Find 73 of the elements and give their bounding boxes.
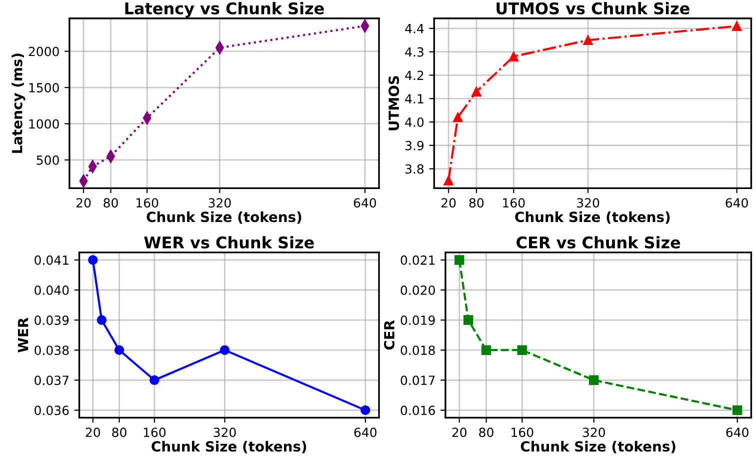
x-tick-label: 160 <box>136 198 158 208</box>
y-tick-label: 4.2 <box>405 70 424 80</box>
y-tick-label: 4.4 <box>405 24 424 34</box>
x-axis-title: Chunk Size (tokens) <box>152 440 306 454</box>
point <box>360 405 370 416</box>
y-tick-label: 0.040 <box>34 285 69 295</box>
y-tick-label: 1500 <box>29 82 59 92</box>
x-tick-label: 320 <box>582 428 605 438</box>
x-tick-label: 20 <box>442 198 456 208</box>
point <box>472 86 482 96</box>
x-tick-label: 640 <box>726 198 748 208</box>
y-tick-label: 0.021 <box>400 255 435 265</box>
y-axis-title: CER <box>384 320 394 350</box>
point <box>88 255 98 265</box>
x-tick-label: 160 <box>144 428 166 438</box>
y-tick-label: 0.037 <box>34 376 68 386</box>
x-tick-label: 640 <box>354 198 376 208</box>
chart-title: Latency vs Chunk Size <box>125 2 324 18</box>
x-tick-label: 80 <box>112 428 126 438</box>
point <box>452 112 463 122</box>
y-axis-title: UTMOS <box>388 76 400 130</box>
point <box>732 405 742 416</box>
x-tick-label: 80 <box>469 198 484 208</box>
x-axis-title: Chunk Size (tokens) <box>515 211 670 224</box>
point <box>220 345 230 355</box>
x-tick-label: 20 <box>76 198 91 208</box>
y-tick-label: 0.041 <box>34 255 68 265</box>
x-tick-label: 160 <box>512 428 534 438</box>
point <box>150 375 160 385</box>
y-tick-label: 2000 <box>28 46 59 56</box>
point <box>444 176 454 186</box>
point <box>463 315 474 325</box>
y-tick-label: 0.019 <box>400 316 435 325</box>
y-tick-label: 500 <box>36 155 59 165</box>
x-axis-title: Chunk Size (tokens) <box>146 211 302 224</box>
chart-title: CER vs Chunk Size <box>516 236 680 249</box>
x-axis-title: Chunk Size (tokens) <box>520 440 676 454</box>
x-tick-label: 160 <box>503 198 525 208</box>
y-tick-label: 0.039 <box>34 316 69 325</box>
x-tick-label: 80 <box>479 428 494 438</box>
x-tick-label: 320 <box>214 428 236 438</box>
point <box>732 21 742 31</box>
y-tick-label: 0.018 <box>400 346 435 356</box>
y-tick-label: 4.3 <box>405 47 424 57</box>
y-tick-label: 4.0 <box>405 117 424 127</box>
y-axis-title: Latency (ms) <box>12 54 26 153</box>
point <box>508 52 518 62</box>
y-tick-label: 1000 <box>29 119 59 129</box>
point <box>583 35 593 45</box>
y-tick-label: 0.020 <box>400 285 435 295</box>
point <box>114 345 124 355</box>
x-tick-label: 20 <box>452 428 466 438</box>
point <box>481 345 492 355</box>
x-tick-label: 20 <box>86 428 100 438</box>
y-tick-label: 0.036 <box>34 406 69 416</box>
point <box>588 375 599 385</box>
x-tick-label: 640 <box>726 428 748 438</box>
y-tick-label: 3.8 <box>405 164 424 174</box>
y-tick-label: 4.1 <box>405 94 424 104</box>
chart-title: WER vs Chunk Size <box>144 236 314 249</box>
point <box>517 345 527 355</box>
chart-title: UTMOS vs Chunk Size <box>496 2 690 14</box>
x-tick-label: 640 <box>354 428 376 438</box>
x-tick-label: 320 <box>208 198 231 208</box>
x-tick-label: 320 <box>577 198 600 208</box>
y-tick-label: 3.9 <box>405 140 424 150</box>
x-tick-label: 80 <box>104 198 118 208</box>
y-tick-label: 0.017 <box>400 376 435 386</box>
y-axis-title: WER <box>18 318 28 352</box>
point <box>96 315 107 325</box>
y-tick-label: 0.038 <box>34 346 69 356</box>
y-tick-label: 0.016 <box>400 406 435 416</box>
point <box>454 255 464 265</box>
